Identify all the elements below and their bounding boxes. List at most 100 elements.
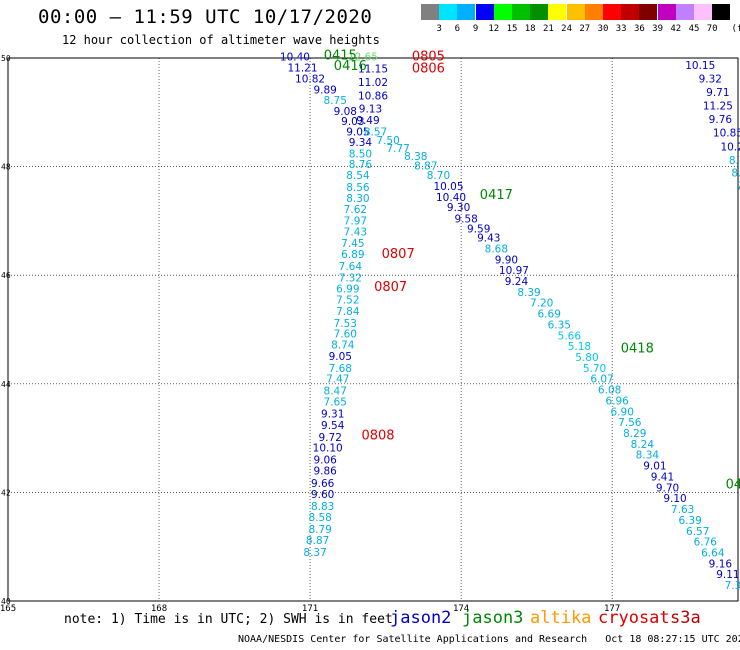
color-swatch xyxy=(493,4,512,20)
data-point-label: 8.30 xyxy=(346,193,369,205)
data-point-label: 7.65 xyxy=(324,397,347,409)
color-scale-label: 24 xyxy=(561,24,573,34)
color-swatch xyxy=(421,4,439,20)
data-point-label: 9.59 xyxy=(467,223,490,235)
color-swatch xyxy=(512,4,530,20)
data-point-label: 9.90 xyxy=(495,254,518,266)
time-label: 0415 xyxy=(324,49,357,64)
color-swatch xyxy=(603,4,621,20)
time-label: 0807 xyxy=(374,280,407,295)
color-scale-label: 70 xyxy=(706,24,718,34)
data-point-label: 9.54 xyxy=(321,420,345,432)
data-point-label: 9.03 xyxy=(341,116,364,128)
data-point-label: 7.68 xyxy=(329,363,352,375)
data-point-label: 5.70 xyxy=(583,363,606,375)
data-point-label: 9.41 xyxy=(651,471,674,483)
data-point-label: 8.50 xyxy=(349,148,372,160)
color-swatch xyxy=(566,4,585,20)
data-point-label: 7.47 xyxy=(326,374,349,386)
data-point-label: 6.96 xyxy=(605,395,629,407)
data-point-label: 9.11 xyxy=(716,569,739,581)
data-point-label: 8.10 xyxy=(731,167,740,179)
data-point-label: 9.34 xyxy=(349,137,373,149)
data-point-label: 9.66 xyxy=(311,478,335,490)
legend-jason3: jason3 xyxy=(462,608,524,628)
credit-line: NOAA/NESDIS Center for Satellite Applica… xyxy=(238,634,740,645)
data-point-label: 10.82 xyxy=(295,73,325,85)
color-scale-label: 27 xyxy=(579,24,591,34)
color-scale-label: 30 xyxy=(597,24,609,34)
data-point-label: 9.72 xyxy=(319,432,342,444)
data-point-label: 6.64 xyxy=(701,547,725,559)
data-point-label: 8.83 xyxy=(311,501,334,513)
data-point-label: 9.32 xyxy=(699,73,722,85)
color-scale-unit: (ft) xyxy=(731,24,740,34)
data-point-label: 7.43 xyxy=(344,227,367,239)
data-point-label: 11.25 xyxy=(703,101,733,113)
color-scale-label: 18 xyxy=(524,24,536,34)
color-scale-label: 39 xyxy=(652,24,664,34)
data-point-label: 8.24 xyxy=(631,439,655,451)
data-point-label: 10.86 xyxy=(358,90,388,102)
data-point-label: 9.60 xyxy=(311,489,334,501)
data-point-label: 9.05 xyxy=(346,127,369,139)
data-point-label: 5.80 xyxy=(575,352,598,364)
data-point-label: 9.71 xyxy=(706,87,729,99)
time-label: 0417 xyxy=(480,188,513,203)
data-point-label: 10.29 xyxy=(720,141,740,153)
data-point-label: 6.69 xyxy=(538,309,561,321)
color-scale-label: 42 xyxy=(670,24,682,34)
data-point-label: 9.13 xyxy=(359,103,382,115)
data-point-label: 6.39 xyxy=(678,515,701,527)
data-point-label: 9.43 xyxy=(477,233,500,245)
data-point-label: 11.21 xyxy=(287,63,317,75)
data-point-label: 7.3 xyxy=(725,580,740,592)
color-swatch xyxy=(694,4,712,20)
data-point-label: 8.47 xyxy=(324,386,347,398)
chart-subtitle: 12 hour collection of altimeter wave hei… xyxy=(62,33,380,47)
data-point-label: 7.77 xyxy=(386,143,409,155)
time-label: 0808 xyxy=(361,429,394,444)
time-label: 0805 xyxy=(412,50,445,65)
data-point-label: 8.37 xyxy=(303,547,326,559)
data-point-label: 9.06 xyxy=(313,455,337,467)
time-label: 0807 xyxy=(382,247,415,262)
y-tick-label: 40 xyxy=(1,597,11,606)
data-point-label: 7.81 xyxy=(736,180,740,192)
x-tick-label: 177 xyxy=(604,604,620,614)
data-point-label: 9.49 xyxy=(356,115,379,127)
data-point-label: 9.16 xyxy=(709,558,733,570)
data-point-label: 9.86 xyxy=(313,465,337,477)
data-point-label: 9.30 xyxy=(447,202,470,214)
legend-altika: altika xyxy=(530,608,592,628)
data-point-label: 8.74 xyxy=(331,340,355,352)
color-swatch xyxy=(530,4,549,20)
time-label: 0416 xyxy=(334,59,367,74)
color-swatch xyxy=(457,4,476,20)
data-point-label: 8.68 xyxy=(485,243,508,255)
y-tick-label: 44 xyxy=(1,380,11,389)
color-scale-label: 3 xyxy=(436,24,442,34)
data-point-label: 8.75 xyxy=(324,95,347,107)
data-point-label: 6.89 xyxy=(341,249,364,261)
x-tick-label: 165 xyxy=(0,604,16,614)
data-point-label: 9.31 xyxy=(321,408,344,420)
footer-note: note: 1) Time is in UTC; 2) SWH is in fe… xyxy=(64,612,393,627)
data-point-label: 8.39 xyxy=(517,287,540,299)
color-swatch xyxy=(439,4,458,20)
legend-cryosat: cryosat xyxy=(598,608,670,628)
data-point-label: 8.76 xyxy=(349,159,373,171)
data-point-label: 10.15 xyxy=(685,60,715,72)
color-scale-label: 36 xyxy=(633,24,645,34)
data-point-label: 7.97 xyxy=(344,216,367,228)
time-label: 0418 xyxy=(621,341,654,356)
data-point-label: 5.66 xyxy=(558,330,582,342)
color-swatch xyxy=(621,4,640,20)
data-point-label: 9.76 xyxy=(709,114,733,126)
data-point-label: 7.64 xyxy=(339,261,363,273)
data-point-label: 6.07 xyxy=(590,374,613,386)
data-point-label: 10.40 xyxy=(280,52,310,64)
chart-title: 00:00 – 11:59 UTC 10/17/2020 xyxy=(38,6,373,28)
data-point-label: 8.57 xyxy=(364,127,387,139)
legend-s3a: s3a xyxy=(670,608,701,628)
